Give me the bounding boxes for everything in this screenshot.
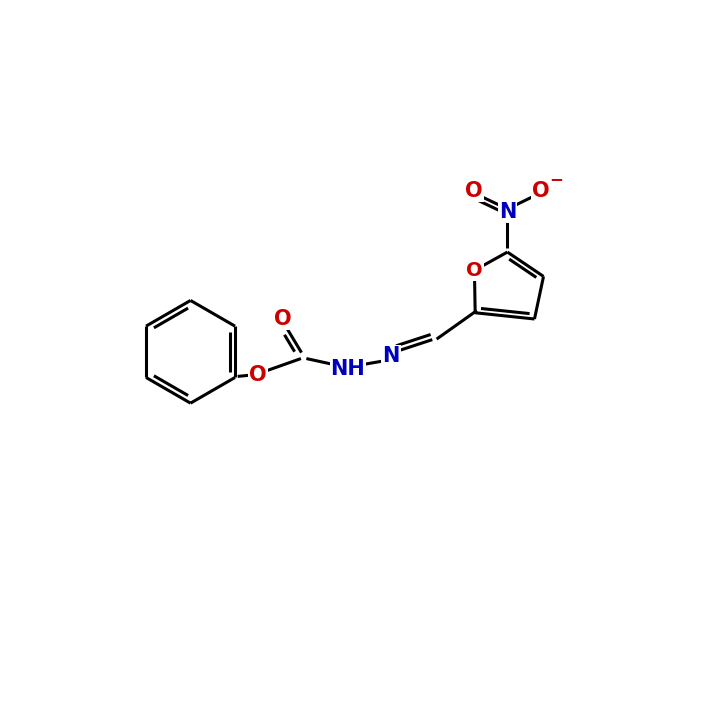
Text: N: N xyxy=(498,201,516,222)
Text: O: O xyxy=(532,181,550,201)
Text: O: O xyxy=(465,181,483,201)
Text: O: O xyxy=(275,309,292,329)
Text: N: N xyxy=(382,346,400,366)
Text: −: − xyxy=(549,170,563,188)
Text: O: O xyxy=(466,261,483,280)
Text: O: O xyxy=(249,365,267,385)
Text: NH: NH xyxy=(331,359,365,379)
